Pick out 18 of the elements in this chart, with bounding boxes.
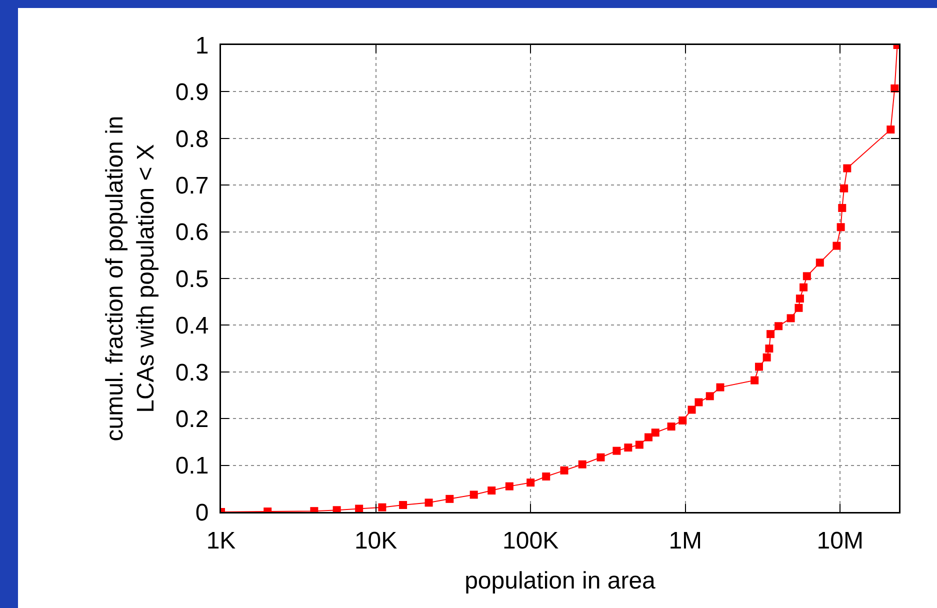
y-tick-label: 0.2 [175,406,209,433]
y-tick-label: 0.9 [175,79,209,106]
x-tick-label: 1K [206,527,236,554]
y-tick-label: 1 [195,32,209,60]
x-tick-label: 10K [354,527,398,554]
x-tick-label: 100K [502,527,559,554]
x-tick-label: 1M [668,527,702,554]
y-tick-label: 0.3 [175,359,209,386]
y-tick-label: 0 [195,499,209,526]
y-tick-label: 0.7 [175,172,209,200]
x-tick-label: 10M [816,527,864,554]
y-tick-label: 0.4 [175,312,209,340]
x-axis-title: population in area [464,567,656,594]
y-tick-label: 0.8 [175,126,209,153]
y-tick-label: 0.5 [175,266,209,293]
y-tick-label: 0.6 [175,219,209,246]
y-tick-label: 0.1 [175,452,209,480]
y-axis-title: cumul. fraction of population in LCAs with population < X [101,116,160,442]
